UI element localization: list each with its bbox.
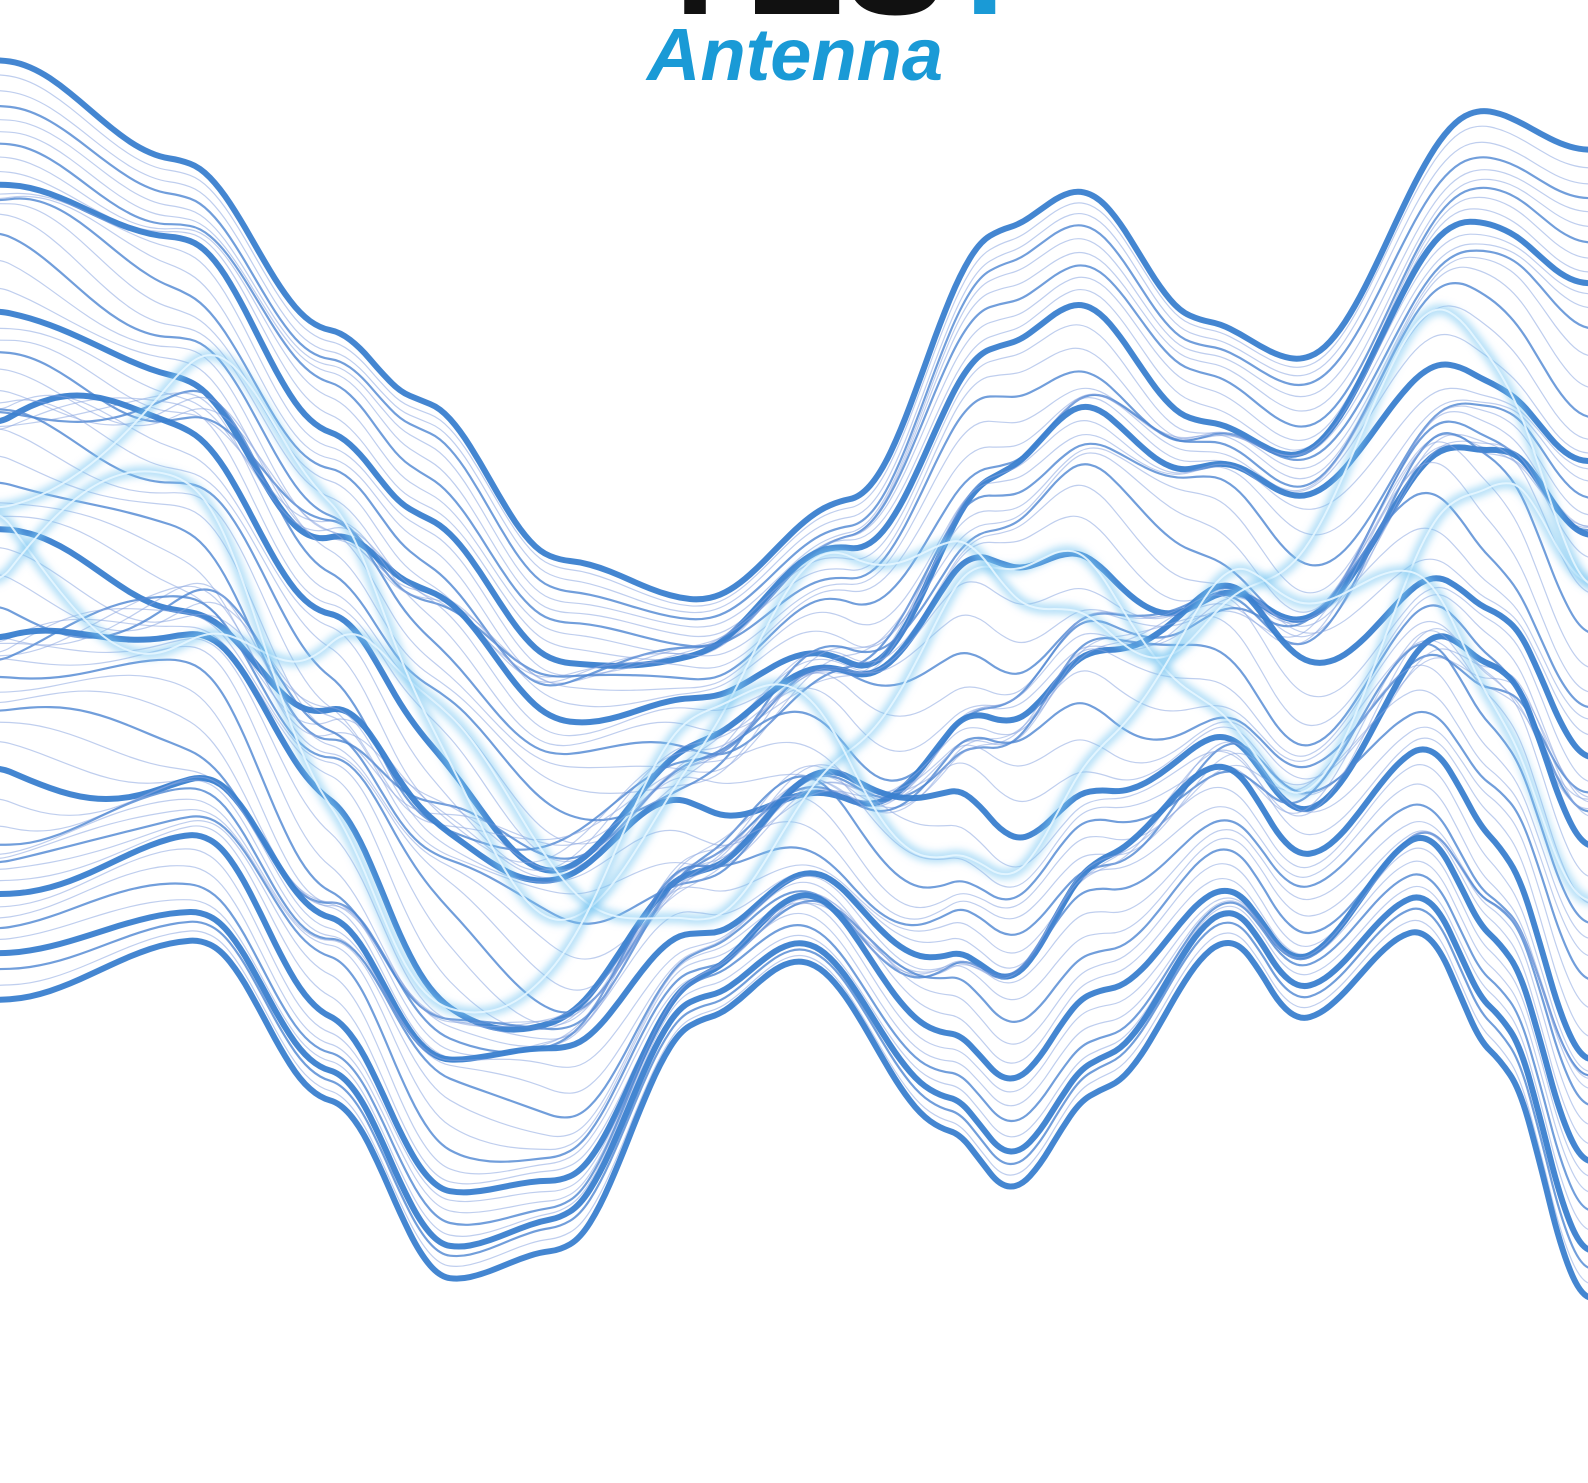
wave-line (0, 478, 1588, 925)
logo-word: YES (645, 0, 945, 46)
wave-line (0, 894, 1588, 1253)
wave-line (0, 287, 1588, 708)
wave-line (0, 57, 1588, 603)
wave-line (0, 213, 1588, 678)
logo-subtitle: Antenna (645, 13, 943, 96)
wave-line (0, 105, 1588, 621)
wave-line (0, 308, 1588, 726)
wave-line (0, 847, 1588, 1203)
wave-line (0, 764, 1588, 1072)
wave-line (0, 819, 1588, 1175)
wave-line (0, 90, 1588, 614)
wave-line (0, 787, 1588, 1119)
wave-lines (0, 57, 1588, 1301)
wave-line (0, 885, 1588, 1237)
wave-line (0, 860, 1588, 1214)
wave-line (0, 74, 1588, 607)
wave-line (0, 526, 1588, 884)
wave-line (0, 808, 1588, 1151)
logo-mark: ! (960, 0, 1010, 46)
wave-line (0, 779, 1588, 1094)
wave-line (0, 832, 1588, 1196)
wave-line (0, 192, 1588, 677)
wave-line (0, 308, 1588, 921)
wave-line (0, 907, 1588, 1269)
wave-line (0, 929, 1588, 1301)
wave-line (0, 627, 1588, 1028)
wave-line (0, 919, 1588, 1284)
wave-line (0, 798, 1588, 1138)
wave-line (0, 119, 1588, 628)
wave-line (0, 873, 1588, 1226)
wave-line (0, 746, 1588, 1063)
wave-line (0, 470, 1588, 1014)
wave-line (0, 232, 1588, 681)
wave-line (0, 181, 1588, 669)
wave-line (0, 197, 1588, 687)
wave-line (0, 482, 1588, 921)
wave-line (0, 260, 1588, 691)
wave-line (0, 815, 1588, 1163)
